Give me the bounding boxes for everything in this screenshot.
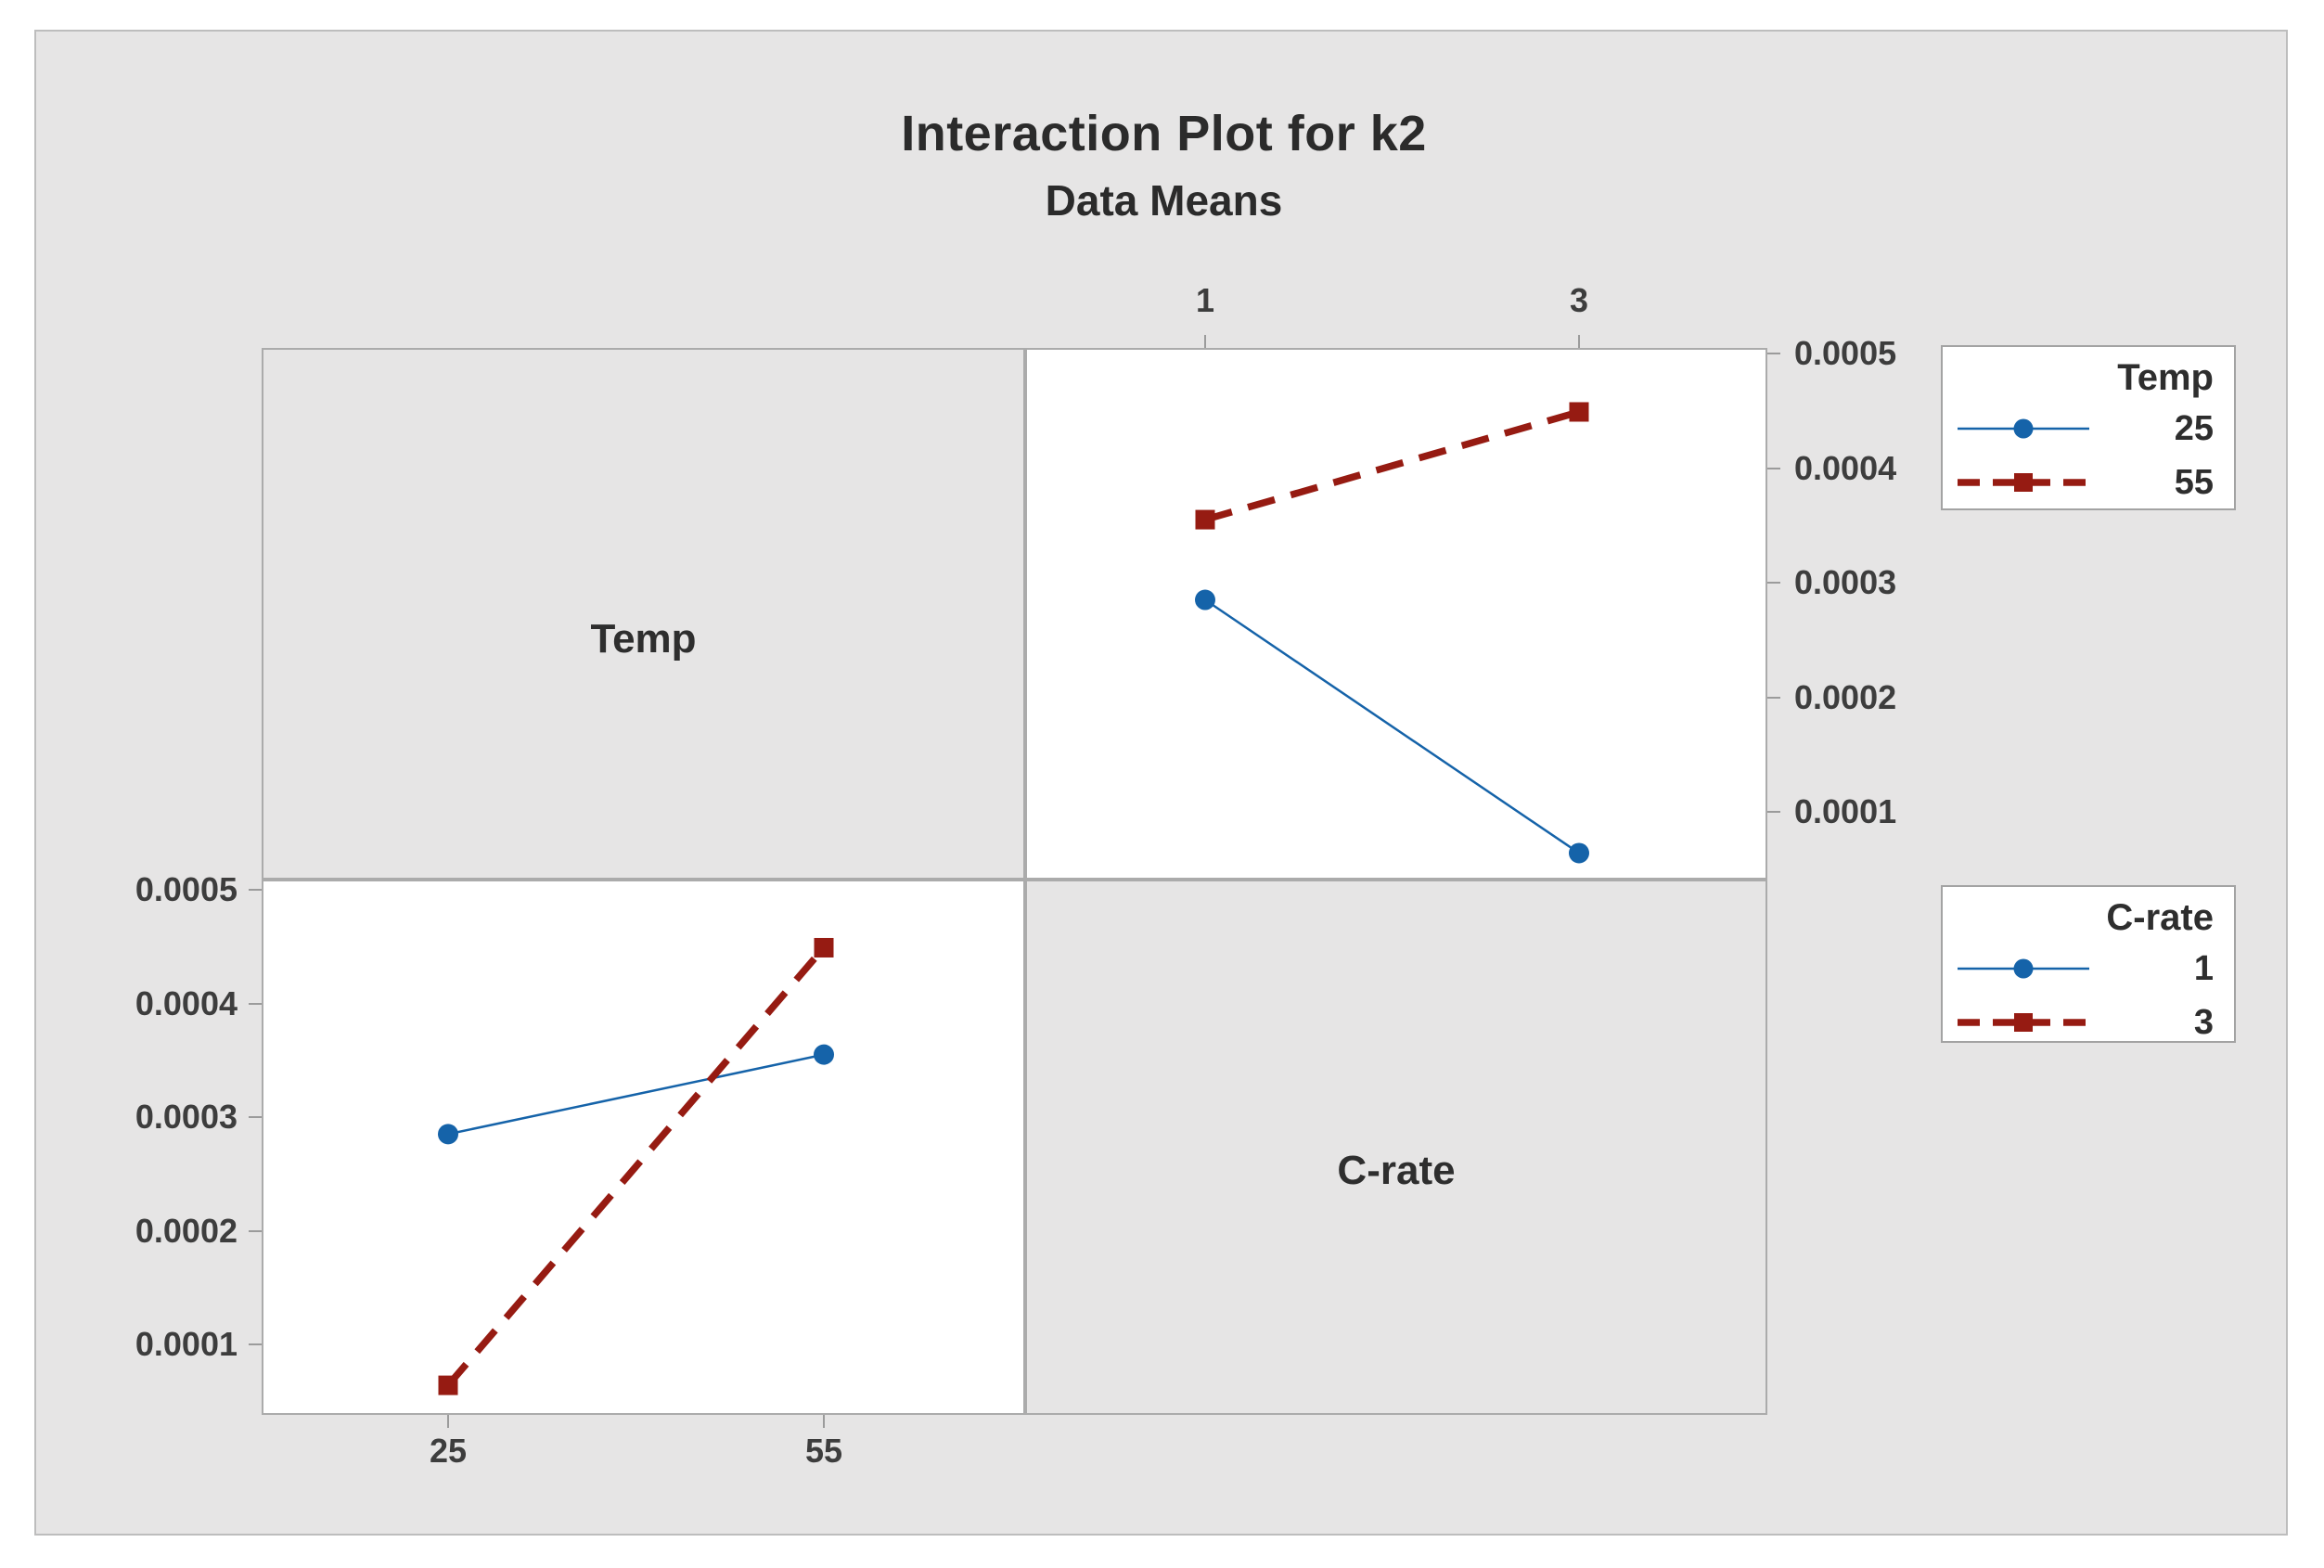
legend-sample-25: [1958, 418, 2089, 439]
data-point-temp-55: [1195, 509, 1215, 530]
right-y-axis-tick: [1767, 696, 1780, 699]
data-point-c-rate-3: [438, 1375, 458, 1395]
panel-temp-label: Temp: [590, 616, 697, 662]
panel-crate-label-cell: [1025, 880, 1767, 1415]
panel-temp-label-cell: [262, 348, 1025, 880]
right-y-axis-tick-label: 0.0004: [1794, 448, 1897, 487]
left-y-axis-tick-label: 0.0001: [135, 1325, 238, 1363]
bottom-x-axis-tick-label: 25: [429, 1432, 468, 1470]
panel-crate-label: C-rate: [1337, 1148, 1456, 1193]
interaction-plot-bottom-left: [438, 937, 834, 1395]
legend-temp: Temp 25 55: [1941, 345, 2236, 510]
bottom-x-axis-tick: [823, 1415, 825, 1428]
legend-entry-label: 25: [2174, 409, 2214, 448]
legend-sample-marker: [2014, 473, 2033, 492]
legend-entry-label: 55: [2174, 463, 2214, 502]
right-y-axis-tick-label: 0.0005: [1794, 334, 1897, 372]
left-y-axis-tick-label: 0.0004: [135, 983, 238, 1022]
right-y-axis-tick-label: 0.0003: [1794, 563, 1897, 601]
left-y-axis-tick-label: 0.0003: [135, 1098, 238, 1136]
legend-sample-marker: [2013, 418, 2034, 439]
bottom-x-axis-tick-label: 55: [804, 1432, 843, 1470]
data-point-temp-25: [1195, 589, 1215, 610]
top-x-axis-tick-label: 3: [1569, 281, 1589, 319]
right-y-axis-tick: [1767, 353, 1780, 354]
right-y-axis-tick-label: 0.0002: [1794, 677, 1897, 716]
panel-temp-by-crate: [1025, 348, 1767, 880]
data-point-c-rate-3: [814, 937, 834, 958]
top-x-axis-tick: [1578, 335, 1580, 348]
right-y-axis-tick-label: 0.0001: [1794, 792, 1897, 830]
interaction-plot-top-right: [1195, 402, 1589, 864]
bottom-x-axis-tick: [447, 1415, 449, 1428]
right-y-axis-tick: [1767, 811, 1780, 813]
legend-sample-55: [1958, 473, 2089, 492]
legend-sample-marker: [2013, 958, 2034, 979]
data-point-temp-55: [1569, 402, 1589, 422]
legend-sample-marker: [2014, 1013, 2033, 1032]
data-point-temp-25: [1569, 842, 1589, 864]
left-y-axis-tick-label: 0.0002: [135, 1211, 238, 1250]
left-y-axis-tick: [249, 889, 262, 891]
left-y-axis-tick: [249, 1002, 262, 1005]
left-y-axis-tick: [249, 1343, 262, 1345]
panel-crate-by-temp: [262, 880, 1025, 1415]
series-line-temp-55: [1203, 408, 1581, 523]
left-y-axis-tick: [249, 1229, 262, 1232]
legend-sample-3: [1958, 1013, 2089, 1032]
legend-crate: C-rate 1 3: [1941, 885, 2236, 1043]
legend-crate-title: C-rate: [2106, 897, 2214, 938]
chart-title: Interaction Plot for k2: [901, 106, 1427, 161]
legend-temp-title: Temp: [2117, 357, 2214, 398]
top-x-axis-tick-label: 1: [1195, 281, 1215, 319]
right-y-axis-tick: [1767, 582, 1780, 584]
series-line-c-rate-3: [445, 945, 827, 1388]
graph-canvas: Interaction Plot for k2 Data Means Temp …: [34, 30, 2288, 1536]
left-y-axis-tick: [249, 1116, 262, 1118]
legend-sample-1: [1958, 958, 2089, 979]
top-x-axis-tick: [1204, 335, 1206, 348]
left-y-axis-tick-label: 0.0005: [135, 870, 238, 908]
series-line-c-rate-1: [447, 1053, 825, 1136]
legend-entry-label: 3: [2193, 1003, 2214, 1042]
data-point-c-rate-1: [438, 1124, 458, 1145]
chart-subtitle: Data Means: [1045, 176, 1283, 225]
right-y-axis-tick: [1767, 467, 1780, 469]
legend-entry-label: 1: [2193, 949, 2214, 988]
series-line-temp-25: [1204, 598, 1580, 855]
data-point-c-rate-1: [814, 1044, 834, 1065]
